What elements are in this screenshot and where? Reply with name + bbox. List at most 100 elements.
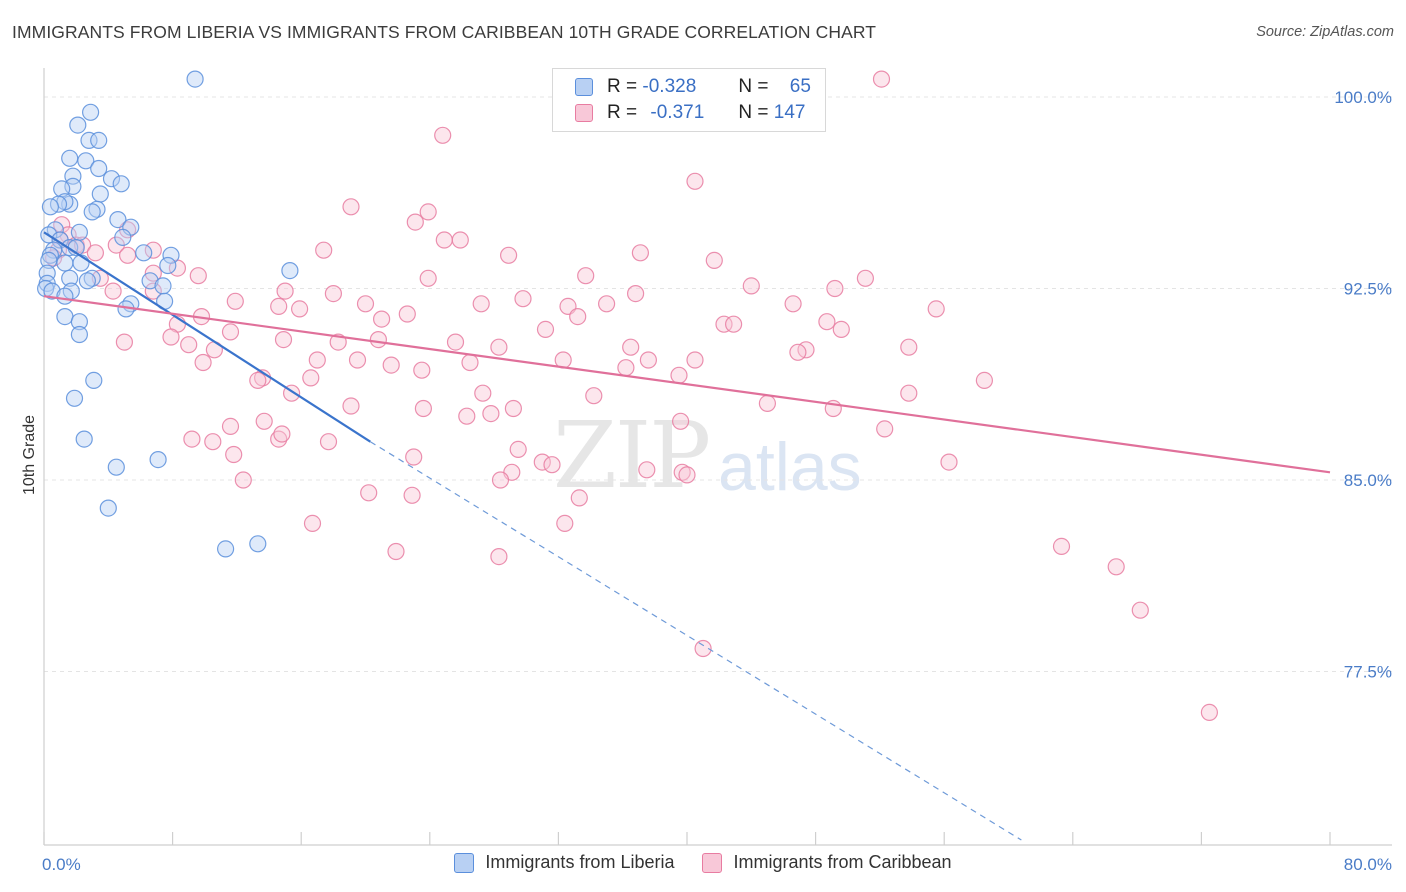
caribbean-point-77 <box>686 351 704 369</box>
liberia-point-6 <box>77 152 95 170</box>
caribbean-point-82 <box>670 366 688 384</box>
caribbean-point-126 <box>1107 558 1125 576</box>
source-label[interactable]: Source: ZipAtlas.com <box>1256 24 1394 40</box>
caribbean-point-4 <box>419 203 437 221</box>
caribbean-point-5 <box>406 213 424 231</box>
bottom-legend: Immigrants from Liberia Immigrants from … <box>0 852 1406 873</box>
legend-n-label: N = <box>738 76 769 97</box>
caribbean-point-91 <box>758 394 777 412</box>
caribbean-point-111 <box>533 453 551 471</box>
legend-n-value-liberia: 65 <box>789 76 811 97</box>
caribbean-point-120 <box>403 486 421 504</box>
caribbean-point-69 <box>490 338 508 356</box>
caribbean-point-46 <box>784 295 802 313</box>
liberia-point-57 <box>75 430 93 448</box>
caribbean-point-16 <box>315 241 333 259</box>
liberia-point-54 <box>70 325 89 344</box>
trend-line-liberia-extension <box>370 441 1022 841</box>
caribbean-point-97 <box>458 407 476 425</box>
bottom-legend-label-caribbean: Immigrants from Caribbean <box>733 852 952 872</box>
caribbean-point-55 <box>818 313 836 331</box>
caribbean-point-26 <box>189 267 207 285</box>
caribbean-point-129 <box>694 639 712 658</box>
caribbean-point-80 <box>413 361 431 379</box>
bottom-legend-caribbean[interactable]: Immigrants from Caribbean <box>702 852 952 873</box>
liberia-point-19 <box>83 203 101 221</box>
liberia-point-9 <box>102 170 121 188</box>
caribbean-point-60 <box>274 331 293 349</box>
caribbean-point-72 <box>308 351 326 369</box>
liberia-point-18 <box>88 200 106 218</box>
caribbean-point-44 <box>597 295 616 313</box>
liberia-point-52 <box>56 308 74 326</box>
caribbean-point-106 <box>319 433 338 451</box>
caribbean-point-45 <box>927 300 945 318</box>
liberia-point-60 <box>99 499 117 517</box>
caribbean-point-84 <box>302 369 320 387</box>
liberia-point-55 <box>85 371 103 389</box>
caribbean-point-130 <box>1200 703 1219 722</box>
liberia-point-2 <box>69 116 87 134</box>
caribbean-point-57 <box>832 320 850 338</box>
caribbean-point-81 <box>617 359 635 377</box>
caribbean-point-93 <box>342 397 360 415</box>
caribbean-point-54 <box>569 308 587 326</box>
caribbean-point-78 <box>194 353 212 372</box>
liberia-point-41 <box>78 272 97 290</box>
caribbean-point-117 <box>491 471 510 489</box>
liberia-point-43 <box>154 277 172 295</box>
x-tick-label-0: 0.0% <box>42 855 81 874</box>
caribbean-point-66 <box>115 333 134 351</box>
liberia-point-46 <box>43 282 61 300</box>
liberia-point-25 <box>114 228 132 246</box>
caribbean-point-63 <box>446 333 465 351</box>
y-axis-label: 10th Grade <box>21 415 38 495</box>
liberia-point-1 <box>81 103 100 121</box>
liberia-point-3 <box>80 131 98 149</box>
liberia-point-53 <box>70 313 89 331</box>
caribbean-point-128 <box>1131 601 1149 619</box>
liberia-point-59 <box>107 458 125 476</box>
watermark-zip: ZIP <box>553 402 711 509</box>
caribbean-point-122 <box>303 514 322 533</box>
caribbean-point-99 <box>671 412 690 430</box>
caribbean-point-79 <box>382 356 400 374</box>
watermark-atlas: atlas <box>718 429 862 505</box>
caribbean-point-85 <box>975 371 994 389</box>
caribbean-point-18 <box>86 244 105 262</box>
y-tick-label-2: 85.0% <box>1344 471 1392 490</box>
legend-row-caribbean: R = -0.371 N = 147 <box>575 101 805 125</box>
liberia-point-17 <box>41 198 60 216</box>
caribbean-point-118 <box>234 471 252 489</box>
caribbean-point-102 <box>270 430 288 448</box>
legend-r-label: R = <box>607 102 638 123</box>
caribbean-point-114 <box>673 463 691 481</box>
caribbean-point-73 <box>348 351 367 369</box>
legend-n-value-caribbean: 147 <box>773 102 806 123</box>
liberia-point-22 <box>70 223 89 241</box>
liberia-point-10 <box>112 175 130 193</box>
liberia-point-37 <box>281 262 299 280</box>
legend-swatch-liberia <box>575 78 593 96</box>
caribbean-point-109 <box>405 448 423 466</box>
bottom-legend-label-liberia: Immigrants from Liberia <box>485 852 675 872</box>
caribbean-point-20 <box>118 246 137 264</box>
bottom-legend-liberia[interactable]: Immigrants from Liberia <box>454 852 674 873</box>
caribbean-point-40 <box>226 292 244 310</box>
caribbean-point-103 <box>204 433 222 451</box>
y-tick-label-1: 92.5% <box>1344 280 1392 299</box>
caribbean-point-52 <box>715 315 733 333</box>
caribbean-point-34 <box>276 282 294 300</box>
caribbean-point-87 <box>474 384 492 402</box>
bottom-swatch-liberia <box>454 852 475 873</box>
caribbean-point-121 <box>570 489 588 507</box>
liberia-point-58 <box>149 451 167 469</box>
caribbean-point-125 <box>1052 537 1071 556</box>
trend-lines <box>43 231 1331 841</box>
legend-r-value-caribbean: -0.371 <box>650 102 705 123</box>
caribbean-point-89 <box>585 387 603 405</box>
legend-n-label: N = <box>738 102 769 123</box>
tick-labels: 100.0% 92.5% 85.0% 77.5% 0.0% 80.0% <box>42 88 1392 874</box>
caribbean-point-2 <box>686 172 704 190</box>
